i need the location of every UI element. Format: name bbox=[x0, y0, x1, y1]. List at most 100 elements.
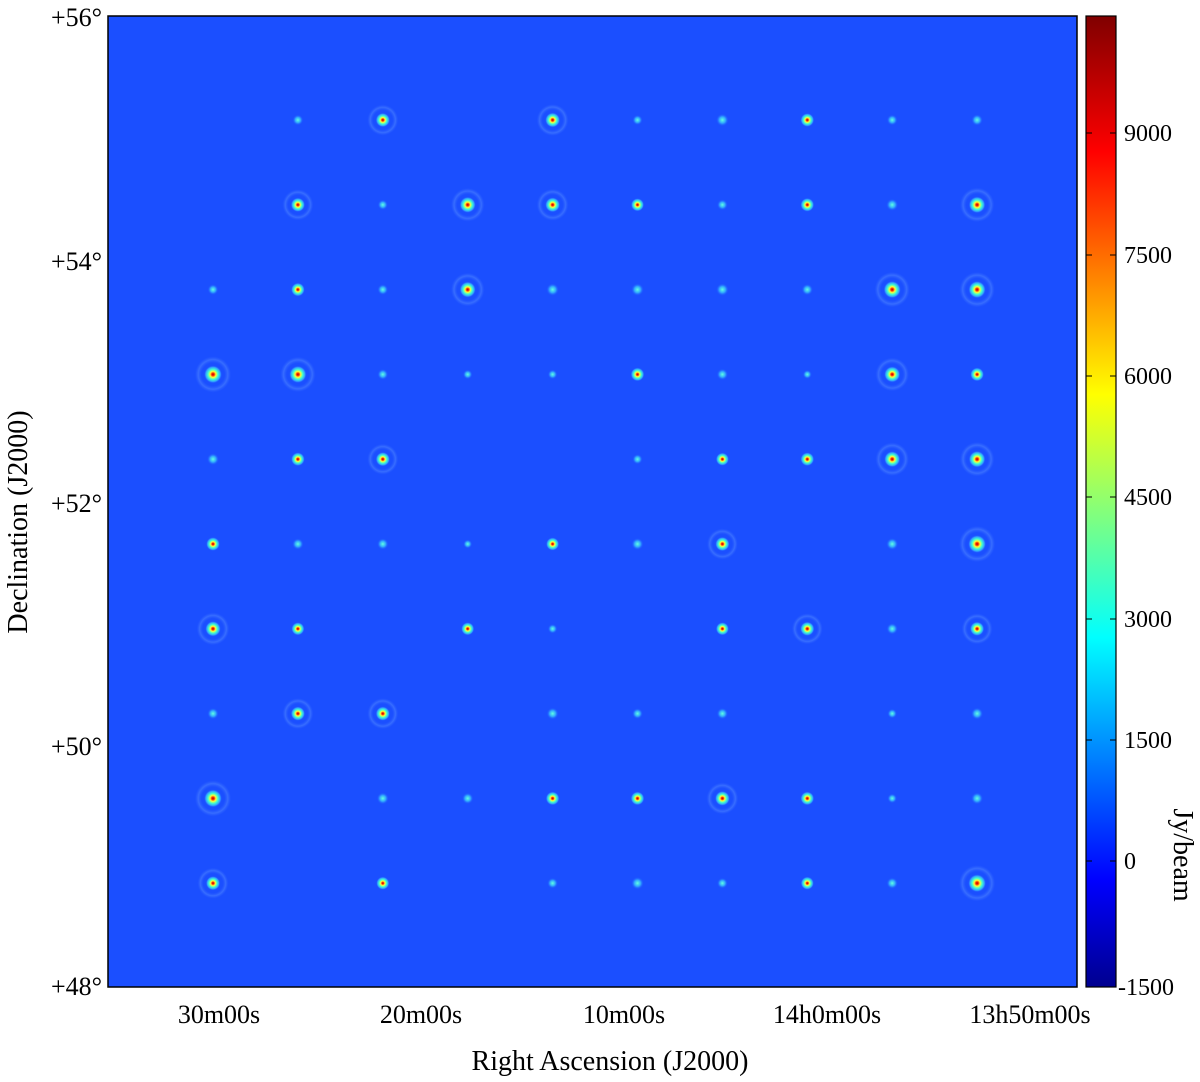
point-source bbox=[547, 623, 558, 634]
point-source bbox=[802, 369, 812, 379]
point-source bbox=[289, 365, 307, 384]
point-source bbox=[632, 114, 643, 126]
point-source bbox=[376, 792, 389, 805]
y-tick-label: +48° bbox=[51, 972, 102, 1001]
point-source bbox=[205, 875, 221, 891]
point-source bbox=[459, 281, 476, 298]
point-source bbox=[375, 451, 391, 467]
point-source bbox=[971, 792, 984, 805]
colorbar-tick-label: 0 bbox=[1124, 849, 1136, 875]
point-source bbox=[886, 537, 899, 551]
point-source bbox=[800, 876, 814, 890]
point-source bbox=[377, 368, 389, 380]
point-source bbox=[968, 534, 987, 554]
point-source bbox=[630, 198, 645, 212]
point-source bbox=[375, 706, 391, 721]
point-source bbox=[971, 707, 984, 720]
image-frame bbox=[107, 15, 1078, 988]
y-tick-label: +54° bbox=[51, 247, 102, 276]
x-axis: 30m00s 20m00s 10m00s 14h0m00s 13h50m00s … bbox=[178, 1000, 1091, 1077]
colorbar-label: Jy/beam bbox=[1167, 808, 1198, 902]
point-source bbox=[800, 197, 815, 212]
point-source bbox=[800, 452, 815, 467]
point-source bbox=[716, 368, 729, 381]
point-source bbox=[631, 283, 644, 296]
point-source bbox=[968, 196, 986, 214]
point-source bbox=[205, 620, 221, 637]
y-tick-label: +56° bbox=[51, 3, 102, 32]
point-source bbox=[546, 283, 559, 296]
point-source bbox=[290, 452, 305, 467]
point-source bbox=[715, 622, 730, 636]
colorbar-ticks bbox=[1086, 132, 1116, 862]
point-source bbox=[800, 621, 815, 637]
sources-layer bbox=[192, 102, 998, 904]
y-axis: +56° +54° +52° +50° +48° Declination (J2… bbox=[3, 3, 102, 1001]
colorbar-tick-label: 4500 bbox=[1124, 485, 1172, 511]
point-source bbox=[630, 367, 645, 382]
x-tick-label: 13h50m00s bbox=[969, 1000, 1090, 1029]
point-source bbox=[291, 622, 305, 636]
point-source bbox=[547, 369, 558, 380]
x-tick-label: 10m00s bbox=[583, 1000, 665, 1029]
point-source bbox=[462, 369, 473, 380]
x-axis-label: Right Ascension (J2000) bbox=[472, 1046, 749, 1077]
point-source bbox=[969, 621, 985, 637]
colorbar-tick-label: 1500 bbox=[1124, 728, 1172, 754]
point-source bbox=[203, 365, 223, 384]
x-tick-label: 30m00s bbox=[178, 1000, 260, 1029]
point-source bbox=[887, 708, 898, 719]
point-source bbox=[290, 706, 306, 721]
point-source bbox=[800, 113, 815, 127]
point-source bbox=[290, 282, 305, 297]
point-source bbox=[207, 284, 219, 296]
point-source bbox=[716, 707, 729, 720]
point-source bbox=[632, 454, 643, 465]
point-source bbox=[459, 196, 476, 213]
point-source bbox=[292, 114, 304, 126]
point-source bbox=[716, 113, 729, 127]
point-source bbox=[884, 451, 901, 468]
point-source bbox=[800, 791, 815, 806]
point-source bbox=[968, 280, 986, 299]
point-source bbox=[375, 112, 391, 128]
point-source bbox=[630, 791, 645, 806]
point-source bbox=[290, 197, 306, 213]
point-source bbox=[206, 453, 220, 466]
point-source bbox=[631, 876, 644, 890]
y-axis-label: Declination (J2000) bbox=[3, 410, 34, 633]
colorbar-gradient bbox=[1085, 15, 1117, 988]
point-source bbox=[377, 538, 389, 550]
point-source bbox=[886, 877, 898, 889]
point-source bbox=[545, 112, 561, 128]
colorbar-tick-label: 3000 bbox=[1124, 607, 1172, 633]
point-source bbox=[377, 199, 388, 210]
point-source bbox=[547, 877, 559, 889]
point-source bbox=[968, 874, 987, 893]
point-source bbox=[716, 199, 728, 211]
colorbar-tick-label: 9000 bbox=[1124, 121, 1172, 147]
y-tick-label: +50° bbox=[51, 732, 102, 761]
point-source bbox=[970, 367, 985, 382]
point-source bbox=[207, 707, 219, 720]
point-source bbox=[715, 452, 730, 466]
point-source bbox=[545, 537, 560, 551]
colorbar-tick-label: 7500 bbox=[1124, 243, 1172, 269]
point-source bbox=[631, 537, 644, 551]
colorbar-tick-label: -1500 bbox=[1118, 975, 1174, 1001]
point-source bbox=[545, 197, 561, 213]
point-source bbox=[886, 198, 899, 211]
point-source bbox=[206, 537, 220, 551]
point-source bbox=[887, 793, 898, 804]
point-source bbox=[884, 366, 901, 383]
point-source bbox=[376, 876, 390, 890]
point-source bbox=[461, 622, 475, 636]
point-source bbox=[546, 707, 559, 720]
point-source bbox=[715, 536, 730, 552]
point-source bbox=[632, 708, 643, 720]
x-tick-label: 20m00s bbox=[380, 1000, 462, 1029]
point-source bbox=[886, 623, 898, 635]
point-source bbox=[801, 283, 814, 296]
y-tick-label: +52° bbox=[51, 489, 102, 518]
